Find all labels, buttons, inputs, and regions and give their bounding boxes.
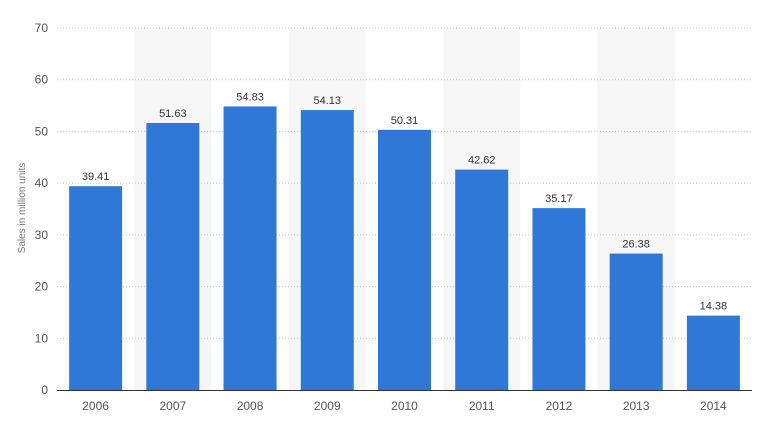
data-label: 54.83 <box>236 91 264 103</box>
y-tick-label: 50 <box>35 124 49 138</box>
x-axis-ticks: 2006 2007 2008 2009 2010 2011 2012 2013 2014 <box>82 399 727 413</box>
x-tick-label: 2008 <box>237 399 264 413</box>
bar <box>223 106 277 391</box>
y-tick-label: 10 <box>35 331 49 345</box>
y-tick-label: 60 <box>35 73 49 87</box>
x-tick-label: 2006 <box>82 399 109 413</box>
data-label: 54.13 <box>314 95 342 107</box>
bar <box>146 122 200 390</box>
data-label: 26.38 <box>622 239 650 251</box>
bar <box>69 186 123 390</box>
data-label: 39.41 <box>82 171 110 183</box>
x-tick-label: 2013 <box>623 399 650 413</box>
data-labels: 39.41 51.63 54.83 54.13 50.31 42.62 35.17 26.38… <box>82 91 727 312</box>
data-label: 35.17 <box>545 193 573 205</box>
x-tick-label: 2010 <box>391 399 418 413</box>
bar <box>300 110 354 391</box>
y-tick-label: 40 <box>35 176 49 190</box>
y-axis-title: Sales in million units <box>17 163 28 254</box>
data-label: 14.38 <box>700 301 728 313</box>
y-axis-ticks: 0 10 20 30 40 50 60 70 <box>35 21 49 397</box>
data-label: 42.62 <box>468 155 496 167</box>
x-tick-label: 2011 <box>469 399 495 413</box>
bar <box>686 315 740 390</box>
data-label: 51.63 <box>159 108 187 120</box>
x-tick-label: 2007 <box>159 399 186 413</box>
bar <box>455 169 509 390</box>
bar <box>532 208 586 390</box>
y-tick-label: 0 <box>41 383 48 397</box>
bars <box>69 106 740 391</box>
bar <box>378 129 431 390</box>
y-tick-label: 70 <box>35 21 49 35</box>
y-tick-label: 30 <box>35 228 49 242</box>
x-tick-label: 2014 <box>700 399 727 413</box>
bar <box>609 253 663 390</box>
y-tick-label: 20 <box>35 280 49 294</box>
x-tick-label: 2009 <box>314 399 341 413</box>
x-tick-label: 2012 <box>546 399 573 413</box>
data-label: 50.31 <box>391 115 419 127</box>
